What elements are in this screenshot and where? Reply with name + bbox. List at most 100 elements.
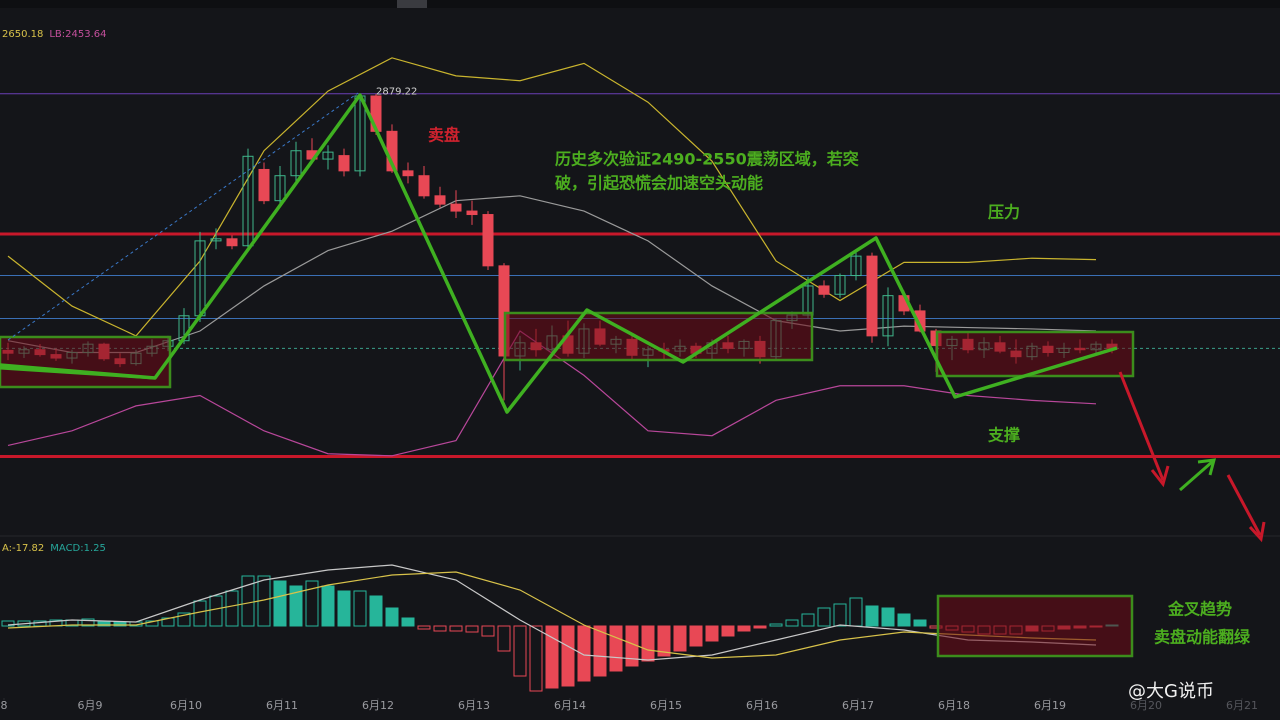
arrow <box>1118 371 1165 481</box>
wave-path <box>0 93 1118 414</box>
macd-bar <box>705 625 719 642</box>
x-tick-label: 6月18 <box>938 699 970 712</box>
macd-bar <box>385 607 399 627</box>
macd-bar <box>433 625 447 632</box>
macd-bar <box>465 625 479 633</box>
macd-bar <box>353 590 367 627</box>
macd-bar <box>753 625 767 629</box>
x-tick-label: 6月9 <box>78 699 103 712</box>
legend-text: MACD:1.25 <box>50 543 106 554</box>
candle-body <box>258 168 270 202</box>
macd-bar <box>449 625 463 632</box>
toolbar <box>0 0 1280 8</box>
macd-bar <box>833 603 847 627</box>
candle-body <box>434 195 446 205</box>
arrow-head <box>1150 465 1170 488</box>
macd-bar <box>881 607 895 627</box>
x-tick-label: 6月17 <box>842 699 874 712</box>
candle-body <box>466 210 478 216</box>
macd-bar <box>513 625 527 677</box>
macd-bar <box>417 625 431 630</box>
macd-bar <box>289 585 303 627</box>
candle-body <box>338 155 350 172</box>
macd-bar <box>497 625 511 652</box>
candle-body <box>210 238 222 242</box>
x-tick-label: 6月10 <box>170 699 202 712</box>
macd-bar <box>545 625 559 689</box>
candle-body <box>482 214 494 267</box>
annotation: 历史多次验证2490-2550震荡区域，若突 <box>555 150 859 169</box>
wave-path <box>0 366 156 380</box>
macd-bar <box>225 590 239 627</box>
x-tick-label: 6月15 <box>650 699 682 712</box>
macd-bar <box>321 585 335 627</box>
candle-body <box>866 255 878 337</box>
candle-body <box>818 285 830 295</box>
indicator-line <box>7 564 1097 661</box>
x-tick-label: 6月14 <box>554 699 586 712</box>
macd-bar <box>817 607 831 627</box>
macd-bar <box>737 625 751 632</box>
macd-bar <box>657 625 671 657</box>
macd-bar <box>241 575 255 627</box>
x-tick-label: 6月16 <box>746 699 778 712</box>
candle-body <box>322 151 334 160</box>
macd-bar <box>769 623 783 627</box>
macd-bar <box>577 625 591 682</box>
range-box <box>935 330 1135 378</box>
x-tick-label: 6月12 <box>362 699 394 712</box>
macd-bar <box>529 625 543 692</box>
annotation: 卖盘 <box>428 126 460 145</box>
watermark: @大G说币 <box>1128 681 1214 702</box>
candle-body <box>242 155 254 247</box>
macd-bar <box>785 619 799 627</box>
indicator-line <box>7 571 1097 659</box>
candle-body <box>850 255 862 277</box>
macd-bar <box>641 625 655 662</box>
annotation: 卖盘动能翻绿 <box>1154 628 1251 647</box>
x-tick-label: 6月21 <box>1226 699 1258 712</box>
macd-bar <box>913 619 927 627</box>
candle-body <box>450 203 462 212</box>
x-tick-label: 8 <box>1 699 8 712</box>
macd-bar <box>209 595 223 627</box>
annotation: 支撑 <box>987 426 1020 445</box>
candle-body <box>914 310 926 332</box>
candle-body <box>834 275 846 295</box>
candle-body <box>418 175 430 197</box>
arrow-head <box>1197 458 1217 476</box>
macd-bar <box>721 625 735 637</box>
arrow <box>1179 460 1213 492</box>
x-tick-label: 6月19 <box>1034 699 1066 712</box>
macd-bar <box>81 618 95 627</box>
annotation: 压力 <box>988 203 1020 222</box>
candle-body <box>274 175 286 202</box>
macd-bar <box>689 625 703 647</box>
macd-bar <box>369 595 383 627</box>
legend-text: 2650.18 <box>2 29 43 40</box>
macd-bar <box>401 617 415 627</box>
trend-line <box>7 92 359 341</box>
macd-bar <box>801 613 815 627</box>
x-tick-label: 6月20 <box>1130 699 1162 712</box>
macd-bar <box>865 605 879 627</box>
legend-text: LB:2453.64 <box>49 29 106 40</box>
candle-body <box>402 170 414 177</box>
annotation: 破，引起恐慌会加速空头动能 <box>555 174 763 193</box>
macd-bar <box>305 580 319 627</box>
legend-text: A:-17.82 <box>2 543 44 554</box>
macd-bar <box>673 625 687 652</box>
macd-bar <box>337 590 351 627</box>
range-box <box>503 311 814 362</box>
candle-body <box>882 295 894 337</box>
annotation: 金叉趋势 <box>1167 600 1232 619</box>
toolbar-button[interactable] <box>397 0 427 8</box>
candle-body <box>290 150 302 177</box>
macd-bar <box>273 580 287 627</box>
arrow-head <box>1248 521 1266 543</box>
price-label: 2879.22 <box>376 87 417 98</box>
candle-body <box>226 238 238 247</box>
macd-bar <box>481 625 495 637</box>
macd-bar <box>609 625 623 672</box>
